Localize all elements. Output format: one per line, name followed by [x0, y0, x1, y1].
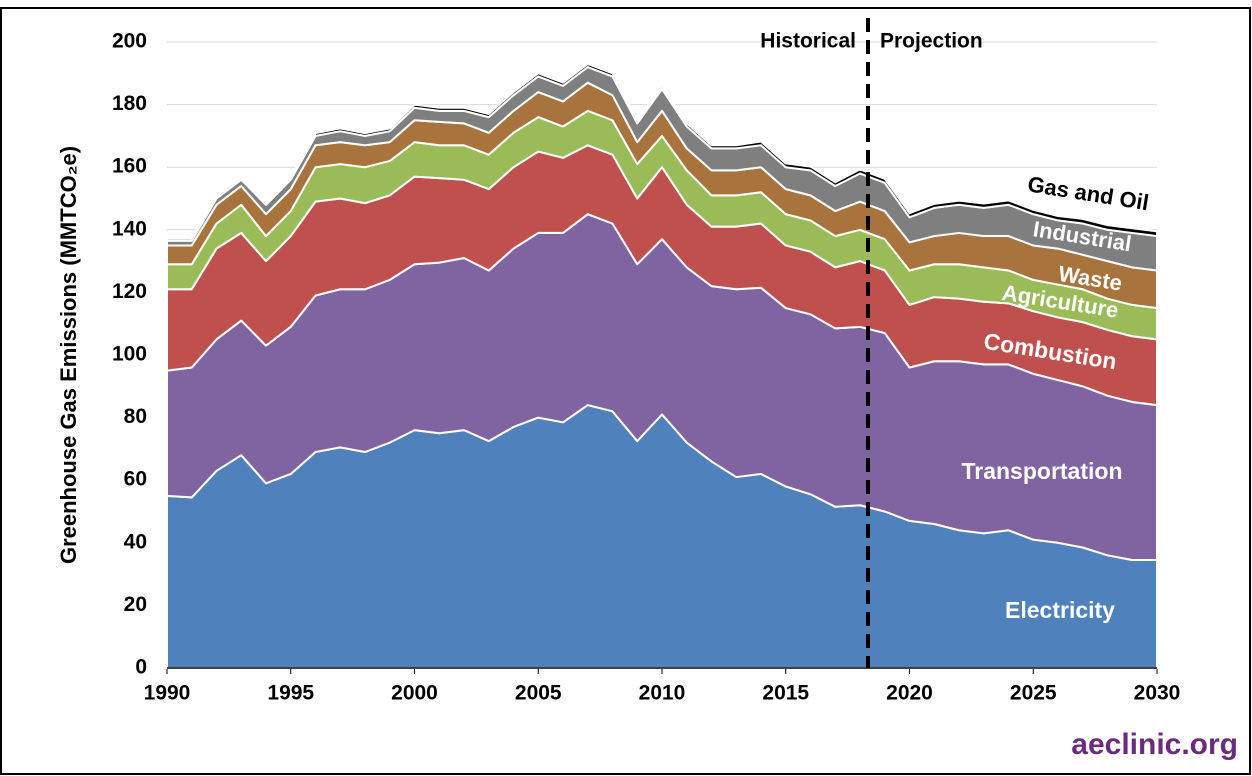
y-tick-label: 160: [112, 155, 147, 178]
y-tick-label: 180: [112, 92, 147, 115]
y-tick-label: 80: [124, 405, 147, 428]
y-tick-label: 40: [124, 530, 147, 553]
x-tick-label: 2005: [515, 682, 562, 705]
y-tick-label: 140: [112, 217, 147, 240]
y-tick-label: 20: [124, 593, 147, 616]
x-tick-label: 2000: [391, 682, 438, 705]
y-tick-label: 120: [112, 280, 147, 303]
y-axis-label: Greenhouse Gas Emissions (MMTCO₂e): [56, 146, 81, 564]
x-tick-label: 2030: [1134, 682, 1181, 705]
x-tick-label: 2010: [639, 682, 686, 705]
y-tick-label: 0: [135, 656, 147, 679]
y-tick-label: 200: [112, 30, 147, 53]
x-tick-label: 2020: [886, 682, 933, 705]
watermark: aeclinic.org: [1071, 728, 1238, 761]
x-tick-label: 2025: [1010, 682, 1057, 705]
series-label: Transportation: [961, 458, 1122, 484]
y-tick-label: 100: [112, 343, 147, 366]
annotation: Historical: [760, 30, 856, 53]
y-tick-label: 60: [124, 468, 147, 491]
x-tick-label: 1995: [267, 682, 314, 705]
annotation: Projection: [880, 30, 983, 53]
x-tick-label: 1990: [144, 682, 191, 705]
area: [166, 62, 1158, 242]
x-tick-label: 2015: [762, 682, 809, 705]
series-label: Electricity: [1005, 597, 1115, 623]
